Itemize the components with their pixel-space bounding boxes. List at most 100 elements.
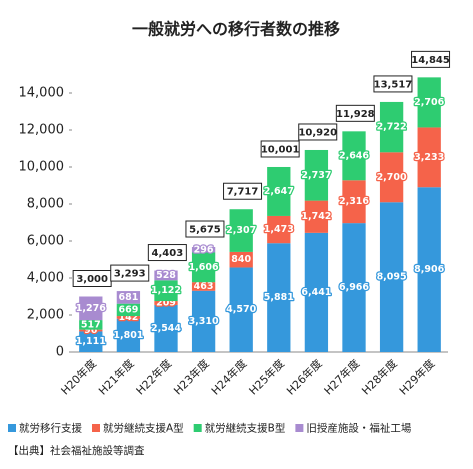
y-tick-label: 0: [56, 345, 64, 360]
bar-segment: [267, 215, 291, 244]
total-box: [110, 264, 150, 282]
x-tick-label: H20年度: [58, 356, 99, 397]
bar-segment: [79, 296, 103, 321]
bar-segment: [342, 223, 366, 352]
bar-segment: [116, 303, 141, 317]
data-label: 528: [156, 270, 176, 281]
total-box: [335, 104, 375, 122]
total-box: [260, 140, 300, 158]
bar-segment: [79, 320, 103, 330]
bar-segment: [342, 180, 366, 224]
x-tick-label: H28年度: [359, 356, 400, 397]
data-label: 8,095: [377, 272, 407, 283]
y-tick-label: 10,000: [19, 160, 65, 175]
total-box: [147, 244, 187, 262]
bar-segment: [154, 270, 178, 281]
total-label: 3,000: [76, 274, 108, 285]
y-tick-label: 2,000: [27, 308, 64, 323]
bar-segment: [417, 77, 441, 128]
legend-swatch: [8, 424, 16, 432]
data-label: 463: [194, 281, 214, 292]
bar-segment: [379, 101, 404, 153]
data-label: 4,570: [226, 304, 256, 315]
bar-segment: [116, 291, 141, 304]
bar-segment: [267, 166, 291, 216]
bar-segment: [304, 149, 329, 201]
data-label: 517: [81, 319, 101, 330]
x-tick-label: H22年度: [133, 356, 174, 397]
data-label: 1,276: [76, 303, 106, 314]
legend-swatch: [295, 424, 304, 432]
source-note: 【出典】社会福祉施設等調査: [8, 444, 145, 457]
x-tick-label: H24年度: [208, 356, 249, 397]
x-tick-label: H21年度: [95, 356, 136, 397]
data-label: 8,906: [414, 264, 444, 275]
bar-segment: [154, 304, 178, 352]
total-label: 7,717: [227, 187, 259, 198]
x-tick-label: H26年度: [283, 356, 324, 397]
data-label: 1,742: [301, 211, 331, 222]
total-label: 4,403: [152, 248, 184, 259]
data-label: 840: [231, 254, 251, 265]
total-box: [298, 123, 338, 141]
data-label: 6,441: [301, 287, 331, 298]
total-label: 13,517: [374, 79, 413, 90]
x-tick-label: H23年度: [171, 356, 212, 397]
bar-segment: [229, 209, 253, 252]
data-label: 2,706: [414, 97, 444, 108]
bar-segment: [191, 290, 216, 352]
x-tick-label: H29年度: [396, 356, 437, 397]
bar-segment: [79, 329, 103, 332]
data-label: 2,700: [377, 172, 407, 183]
y-tick-label: 8,000: [27, 197, 64, 212]
bar-segment: [417, 127, 441, 188]
total-box: [223, 182, 263, 200]
y-tick-label: 6,000: [27, 234, 64, 249]
chart-title: 一般就労への移行者数の推移: [132, 20, 340, 39]
x-tick-label: H25年度: [246, 356, 287, 397]
total-box: [373, 75, 413, 93]
bar-segment: [379, 152, 404, 203]
bar-segment: [154, 301, 178, 305]
bar-segment: [116, 318, 141, 352]
data-label: 2,316: [339, 196, 369, 207]
data-label: 296: [194, 244, 214, 255]
y-tick-label: 14,000: [19, 86, 65, 101]
bar-segment: [267, 243, 291, 352]
legend-label: 就労継続支援B型: [205, 422, 286, 435]
data-label: 3,233: [414, 152, 444, 163]
bar-segment: [116, 316, 141, 319]
bar-segment: [154, 280, 178, 302]
data-label: 2,722: [377, 122, 407, 133]
bar-segment: [79, 331, 103, 352]
bar-segment: [191, 247, 216, 253]
legend-label: 就労移行支援: [19, 422, 82, 435]
total-label: 10,001: [261, 144, 300, 155]
data-label: 3,310: [189, 316, 219, 327]
data-label: 1,122: [151, 285, 181, 296]
total-label: 14,845: [411, 55, 450, 66]
bar-segment: [342, 131, 366, 181]
data-label: 2,307: [226, 225, 256, 236]
data-label: 6,966: [339, 282, 369, 293]
total-label: 11,928: [336, 109, 375, 120]
bar-segment: [304, 200, 329, 233]
bar-segment: [229, 251, 253, 268]
data-label: 1,111: [76, 336, 106, 347]
bar-segment: [191, 252, 216, 283]
bar-segment: [417, 187, 441, 352]
data-label: 669: [118, 304, 138, 315]
data-label: 2,646: [339, 150, 369, 161]
legend-swatch: [193, 424, 202, 432]
y-tick-label: 4,000: [27, 271, 64, 286]
data-label: 2,647: [264, 186, 294, 197]
bar-segment: [379, 202, 404, 352]
data-label: 1,801: [113, 330, 143, 341]
legend-swatch: [92, 424, 100, 432]
total-label: 10,920: [298, 127, 337, 138]
total-label: 3,293: [114, 269, 146, 280]
bar-segment: [304, 232, 329, 352]
total-box: [411, 50, 451, 68]
data-label: 5,881: [264, 292, 294, 303]
